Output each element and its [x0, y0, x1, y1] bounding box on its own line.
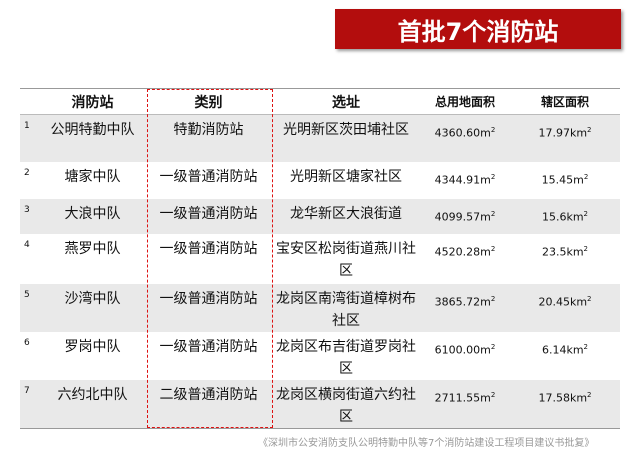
- district-area: 23.5km2: [510, 234, 620, 284]
- station-name: 燕罗中队: [64, 241, 121, 257]
- station-site: 龙岗区南湾街道樟树布社区: [276, 291, 416, 329]
- table-row: 3 大浪中队 一级普通消防站 龙华新区大浪街道 4099.57m2 15.6km2: [20, 199, 620, 234]
- station-name: 塘家中队: [64, 169, 121, 185]
- land-area-sup: 2: [490, 295, 496, 303]
- station-name: 罗岗中队: [64, 339, 121, 355]
- row-number: 3: [24, 205, 30, 215]
- district-area-sup: 2: [583, 173, 589, 181]
- land-area-value: 3865.72m: [434, 295, 491, 309]
- district-area-value: 15.6km: [541, 210, 584, 224]
- district-area-value: 17.58km: [538, 391, 588, 405]
- district-area-sup: 2: [587, 295, 592, 303]
- land-area-sup: 2: [490, 245, 496, 253]
- land-area-value: 2711.55m: [434, 391, 491, 405]
- row-number: 1: [24, 121, 30, 131]
- land-area: 4360.60m2: [420, 115, 510, 162]
- row-number: 5: [24, 290, 30, 300]
- land-area: 4344.91m2: [420, 162, 510, 199]
- land-area-sup: 2: [490, 343, 496, 351]
- land-area-value: 4344.91m: [434, 173, 491, 187]
- land-area: 3865.72m2: [420, 284, 510, 332]
- district-area: 20.45km2: [510, 284, 620, 332]
- land-area-value: 4520.28m: [434, 245, 491, 259]
- header-district: 辖区面积: [540, 95, 589, 109]
- land-area: 4099.57m2: [420, 199, 510, 234]
- district-area: 15.45m2: [510, 162, 620, 199]
- district-area-sup: 2: [583, 343, 589, 351]
- row-number: 7: [24, 386, 30, 396]
- station-type: 一级普通消防站: [159, 291, 258, 307]
- table-header: 消防站 类别 选址 总用地面积 辖区面积: [20, 89, 620, 115]
- station-name: 大浪中队: [64, 206, 121, 222]
- land-area: 6100.00m2: [420, 332, 510, 380]
- fire-station-table: 消防站 类别 选址 总用地面积 辖区面积 1 公明特勤中队 特勤消防站 光明新区茨田埔…: [20, 88, 620, 429]
- station-site: 龙华新区大浪街道: [290, 206, 402, 222]
- land-area-value: 6100.00m: [434, 343, 491, 357]
- land-area-sup: 2: [490, 126, 496, 134]
- source-caption: 《深圳市公安消防支队公明特勤中队等7个消防站建设工程项目建议书批复》: [258, 438, 595, 449]
- station-type: 一级普通消防站: [159, 339, 258, 355]
- station-type: 一级普通消防站: [159, 241, 258, 257]
- page-title: 首批7个消防站: [335, 9, 621, 49]
- land-area-value: 4099.57m: [434, 210, 491, 224]
- station-name: 公明特勤中队: [50, 122, 135, 138]
- district-area-sup: 2: [583, 245, 589, 253]
- land-area-sup: 2: [490, 391, 496, 399]
- station-site: 宝安区松岗街道燕川社区: [276, 241, 416, 279]
- station-name: 沙湾中队: [64, 291, 121, 307]
- district-area-value: 6.14km: [541, 343, 584, 357]
- station-site: 龙岗区横岗街道六约社区: [276, 387, 416, 425]
- table-row: 4 燕罗中队 一级普通消防站 宝安区松岗街道燕川社区 4520.28m2 23.5km2: [20, 234, 620, 284]
- station-site: 光明新区塘家社区: [290, 169, 402, 185]
- district-area-value: 17.97km: [538, 126, 588, 140]
- land-area-sup: 2: [490, 210, 496, 218]
- table-row: 2 塘家中队 一级普通消防站 光明新区塘家社区 4344.91m2 15.45m2: [20, 162, 620, 199]
- station-site: 光明新区茨田埔社区: [283, 122, 409, 138]
- table-row: 5 沙湾中队 一级普通消防站 龙岗区南湾街道樟树布社区 3865.72m2 20.45km…: [20, 284, 620, 332]
- station-type: 特勤消防站: [173, 122, 244, 138]
- table-row: 1 公明特勤中队 特勤消防站 光明新区茨田埔社区 4360.60m2 17.97km2: [20, 115, 620, 162]
- district-area: 17.58km2: [510, 380, 620, 428]
- district-area-value: 23.5km: [541, 245, 584, 259]
- header-type: 类别: [194, 94, 223, 111]
- land-area-sup: 2: [490, 173, 496, 181]
- district-area: 15.6km2: [510, 199, 620, 234]
- district-area-value: 15.45m: [541, 173, 584, 187]
- header-area: 总用地面积: [434, 95, 495, 109]
- district-area: 17.97km2: [510, 115, 620, 162]
- row-number: 2: [24, 168, 30, 178]
- header-station: 消防站: [71, 94, 114, 111]
- land-area: 4520.28m2: [420, 234, 510, 284]
- land-area: 2711.55m2: [420, 380, 510, 428]
- header-site: 选址: [332, 94, 360, 111]
- station-type: 二级普通消防站: [159, 387, 258, 403]
- land-area-value: 4360.60m: [434, 126, 491, 140]
- table-row: 6 罗岗中队 一级普通消防站 龙岗区布吉街道罗岗社区 6100.00m2 6.14km2: [20, 332, 620, 380]
- station-type: 一级普通消防站: [159, 206, 258, 222]
- row-number: 6: [24, 338, 30, 348]
- station-type: 一级普通消防站: [159, 169, 258, 185]
- district-area-sup: 2: [587, 391, 592, 399]
- table-row: 7 六约北中队 二级普通消防站 龙岗区横岗街道六约社区 2711.55m2 17.58km…: [20, 380, 620, 428]
- district-area-sup: 2: [587, 126, 592, 134]
- district-area-value: 20.45km: [538, 295, 588, 309]
- station-site: 龙岗区布吉街道罗岗社区: [276, 339, 416, 377]
- district-area-sup: 2: [583, 210, 589, 218]
- district-area: 6.14km2: [510, 332, 620, 380]
- row-number: 4: [24, 240, 30, 250]
- station-name: 六约北中队: [57, 387, 128, 403]
